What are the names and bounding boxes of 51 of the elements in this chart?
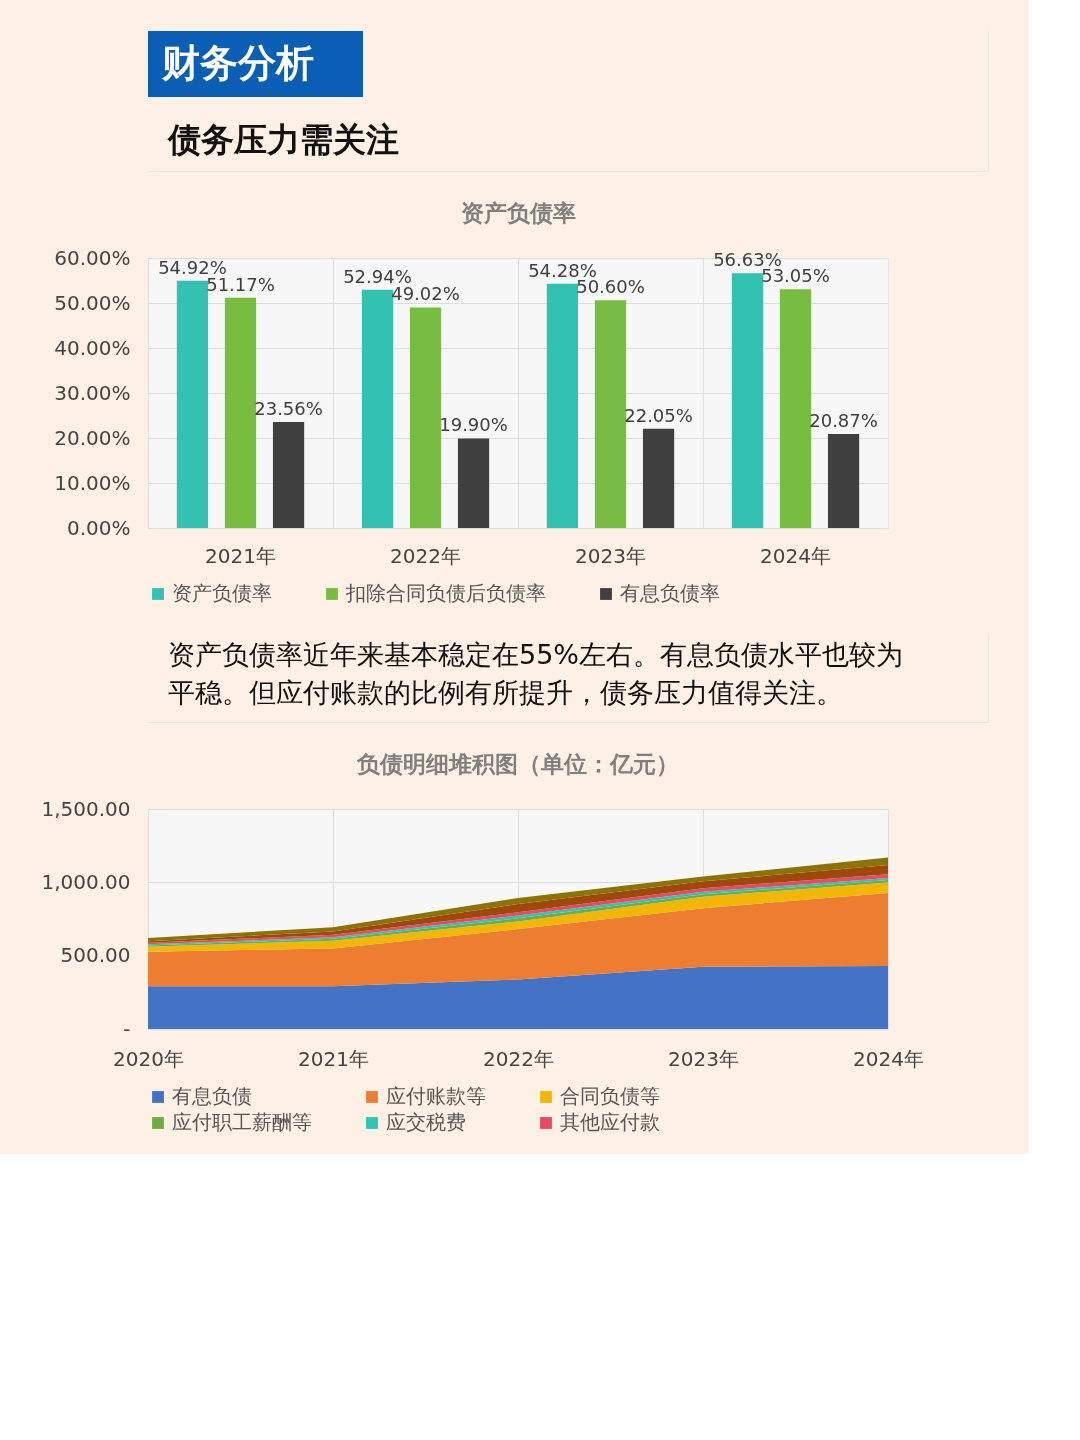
bar (361, 289, 394, 528)
chart-title: 资产负债率 (460, 200, 576, 226)
y-tick-label: - (123, 1016, 131, 1041)
text: 财务分析 (161, 41, 314, 85)
bar (827, 434, 860, 528)
x-tick-label: 2023年 (668, 1046, 739, 1071)
text: 债务压力需关注 (167, 120, 399, 159)
text: 资产负债率近年来基本稳定在55%左右。有息负债水平也较为 (168, 639, 904, 670)
y-tick-label: 20.00% (54, 425, 131, 450)
bar (594, 300, 627, 528)
legend-label: 其他应付款 (560, 1110, 660, 1134)
data-label: 53.05% (761, 265, 830, 287)
legend-label: 有息负债率 (620, 581, 720, 605)
bar (457, 438, 490, 528)
x-tick-label: 2021年 (298, 1046, 369, 1071)
y-tick-label: 1,000.00 (41, 869, 131, 894)
legend-label: 扣除合同负债后负债率 (345, 581, 546, 605)
legend-label: 资产负债率 (172, 581, 272, 605)
data-label: 19.90% (439, 414, 508, 436)
x-tick-label: 2022年 (483, 1046, 554, 1071)
x-tick-label: 2021年 (205, 543, 276, 568)
x-tick-label: 2024年 (760, 543, 831, 568)
y-tick-label: 30.00% (54, 380, 131, 405)
data-label: 52.94% (343, 265, 412, 287)
y-tick-label: 500.00 (60, 943, 131, 968)
y-tick-label: 0.00% (66, 515, 131, 540)
y-tick-label: 10.00% (54, 470, 131, 495)
legend-label: 应付职工薪酬等 (172, 1110, 312, 1134)
chart-title: 负债明细堆积图（单位：亿元） (356, 751, 679, 777)
legend-label: 有息负债 (172, 1084, 252, 1108)
x-tick-label: 2024年 (853, 1046, 924, 1071)
x-tick-label: 2022年 (390, 543, 461, 568)
legend-label: 合同负债等 (560, 1084, 660, 1108)
legend-label: 应付账款等 (386, 1084, 486, 1108)
bar (642, 428, 675, 528)
bar (731, 273, 764, 528)
bar (409, 307, 442, 528)
data-label: 54.92% (158, 256, 227, 278)
legend-label: 应交税费 (386, 1110, 466, 1134)
bar (546, 283, 579, 528)
text: 平稳。但应付账款的比例有所提升，债务压力值得关注。 (168, 677, 843, 708)
bar (272, 421, 305, 528)
y-tick-label: 1,500.00 (41, 796, 131, 821)
bar (779, 289, 812, 528)
bar (176, 280, 209, 528)
y-tick-label: 60.00% (54, 245, 131, 270)
y-tick-label: 40.00% (54, 335, 131, 360)
bar (224, 297, 257, 528)
x-tick-label: 2020年 (113, 1046, 184, 1071)
x-tick-label: 2023年 (575, 543, 646, 568)
y-tick-label: 50.00% (54, 290, 131, 315)
